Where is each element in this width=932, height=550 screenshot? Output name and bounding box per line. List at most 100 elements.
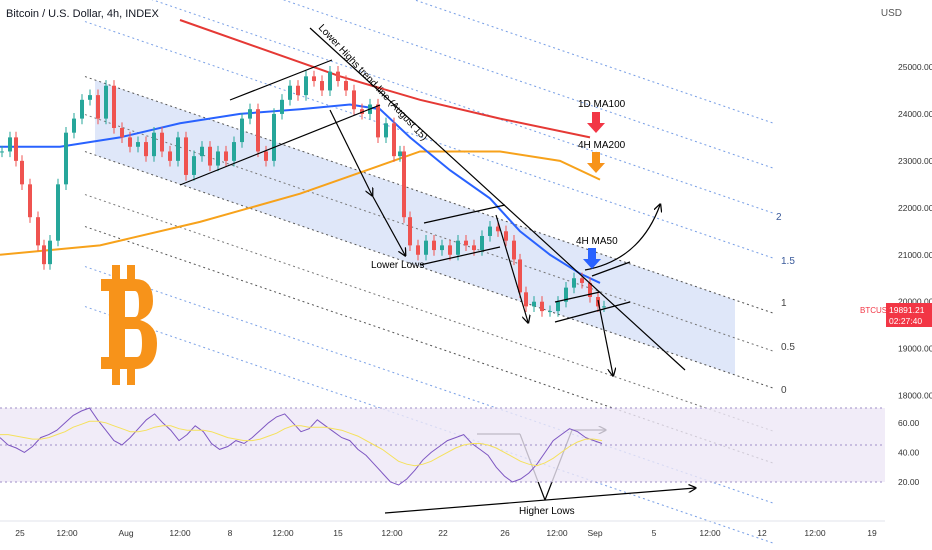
fib-line-7 [84,194,776,433]
candle-33 [256,109,260,152]
price-tick-4: 21000.00 [898,250,932,260]
price-tick-0: 25000.00 [898,62,932,72]
candle-69 [532,301,536,307]
badge-countdown: 02:27:40 [889,316,922,326]
price-tick-7: 18000.00 [898,391,932,401]
fib-line-8 [84,226,776,465]
fib-label-0-5: 0.5 [781,342,795,353]
fib-label-1-5: 1.5 [781,256,795,267]
candle-0 [0,151,4,153]
ma200-label: 4H MA200 [578,140,626,151]
time-tick-12: 5 [652,528,657,538]
price-axis: 25000.00 24000.00 23000.00 22000.00 21000.00… [898,62,932,401]
candle-62 [480,235,484,251]
candle-36 [280,99,284,114]
time-tick-7: 12:00 [381,528,403,538]
lower-highs-label: Lower Highs trend-line (August 15) [316,23,429,144]
rsi-band [0,408,885,482]
time-tick-11: Sep [587,528,602,538]
rsi-tick-2: 20.00 [898,477,920,487]
badge-price: 19891.21 [889,305,925,315]
time-tick-16: 19 [867,528,877,538]
candle-67 [518,259,522,293]
candle-14 [104,85,108,119]
candle-45 [352,90,356,110]
candle-55 [424,240,428,255]
candle-39 [304,76,308,96]
higher-lows-label: Higher Lows [519,506,575,517]
candle-60 [464,240,468,246]
fib-label-1: 1 [781,298,787,309]
candle-15 [112,85,116,128]
candle-31 [240,118,244,143]
candle-72 [556,301,560,312]
candle-70 [540,301,544,312]
candle-58 [448,245,452,255]
candle-51 [398,151,402,157]
candle-20 [152,132,156,157]
price-tick-5: 20000.00 [898,297,932,307]
candle-29 [224,151,228,161]
time-tick-1: 12:00 [56,528,78,538]
lower-lows-label: Lower Lows [371,260,424,271]
fib-label-0: 0 [781,385,787,396]
candle-7 [48,240,52,265]
candle-1 [8,137,12,152]
ma100-arrow-icon [587,112,605,133]
ma50-label: 4H MA50 [576,236,618,247]
candle-3 [20,160,24,185]
time-tick-5: 12:00 [272,528,294,538]
fib-line-0 [413,0,776,125]
time-tick-3: 12:00 [169,528,191,538]
fib-line-10 [84,306,776,545]
candle-71 [548,311,552,313]
candle-5 [36,217,40,246]
candle-21 [160,132,164,152]
time-tick-8: 22 [438,528,448,538]
price-tick-3: 22000.00 [898,203,932,213]
candle-68 [524,292,528,307]
candles [0,66,606,317]
candle-10 [72,118,76,133]
candle-2 [14,137,18,161]
candle-38 [296,85,300,96]
candle-6 [42,245,46,265]
time-tick-9: 26 [500,528,510,538]
price-tick-1: 24000.00 [898,109,932,119]
fib-line-2 [151,0,776,215]
candle-22 [168,151,172,161]
time-tick-6: 15 [333,528,343,538]
candle-12 [88,95,92,100]
time-axis: 25 12:00 Aug 12:00 8 12:00 15 12:00 22 26 12:00 Sep… [15,528,877,538]
badge-symbol: BTCUSD [860,306,893,315]
candle-40 [312,76,316,82]
candle-50 [392,123,396,157]
fib-line-6 [84,151,776,390]
rsi-tick-0: 60.00 [898,418,920,428]
candle-74 [572,278,576,288]
ma-marker-arrows [583,112,605,269]
candle-57 [440,245,444,251]
candle-48 [376,104,380,138]
candle-8 [56,184,60,241]
candle-61 [472,245,476,251]
candle-53 [408,217,412,246]
candle-9 [64,132,68,185]
fib-line-9 [84,266,776,505]
candle-28 [216,151,220,166]
candle-26 [200,146,204,157]
ma-line-0 [179,19,591,139]
rsi-tick-1: 40.00 [898,447,920,457]
candle-64 [496,226,500,232]
currency-label: USD [880,8,902,19]
candle-34 [264,151,268,161]
time-tick-4: 8 [228,528,233,538]
time-tick-2: Aug [118,528,133,538]
candle-11 [80,99,84,119]
candle-43 [336,71,340,82]
candle-42 [328,71,332,91]
rsi-axis: 60.00 40.00 20.00 [898,418,920,487]
time-tick-15: 12:00 [804,528,826,538]
time-tick-10: 12:00 [546,528,568,538]
